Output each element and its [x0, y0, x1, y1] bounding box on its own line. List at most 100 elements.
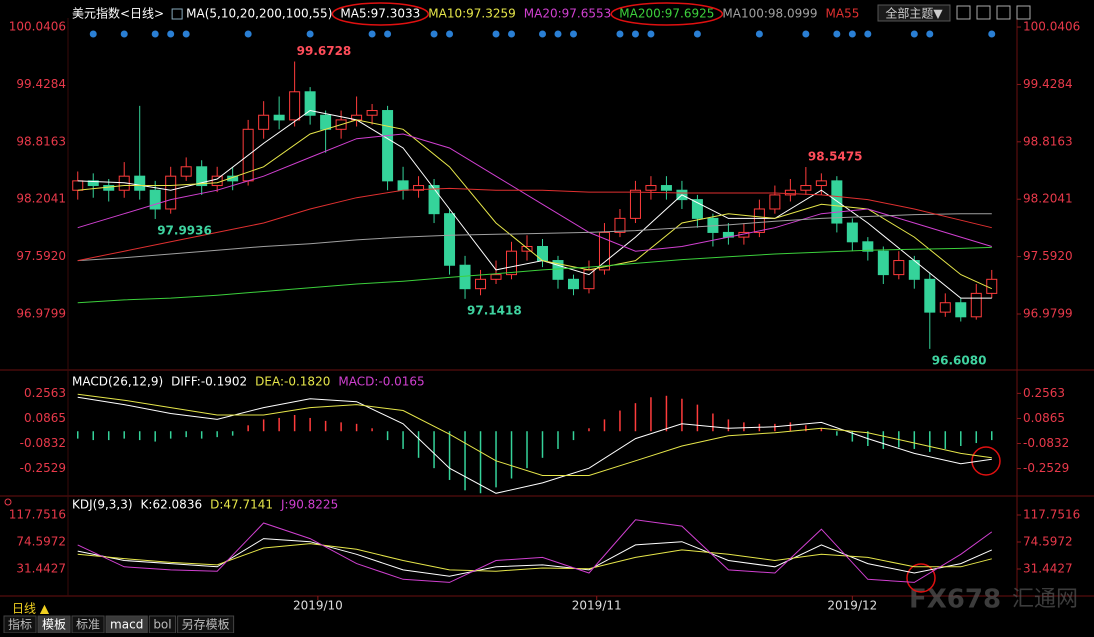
y-tick-label: 98.8163	[1023, 134, 1073, 148]
x-tick-label: 2019/12	[827, 599, 877, 613]
candle-body	[753, 208, 765, 233]
candle-body	[165, 175, 177, 210]
candle-body	[72, 180, 84, 191]
toolbar-icon[interactable]	[956, 5, 971, 20]
tab-label[interactable]: 指标	[8, 617, 32, 632]
signal-marker	[306, 30, 314, 38]
toolbar-icon[interactable]	[1016, 5, 1031, 20]
candle-body	[320, 114, 332, 130]
legend-entry: MA100:98.0999	[722, 7, 817, 21]
signal-marker	[167, 30, 175, 38]
candle-body	[397, 180, 409, 191]
y-tick-label: 117.7516	[9, 507, 66, 521]
signal-marker	[182, 30, 190, 38]
legend-entry: MA5:97.3033	[340, 7, 420, 21]
tab-label[interactable]: 标准	[76, 618, 100, 632]
price-annotation: 96.6080	[932, 353, 987, 367]
y-tick-label: 99.4284	[16, 77, 66, 91]
candle-body	[846, 222, 858, 243]
candle-body	[862, 241, 874, 252]
watermark-site: 汇通网	[1012, 587, 1078, 612]
signal-marker	[833, 30, 841, 38]
tab-label[interactable]: bol	[153, 618, 171, 632]
x-tick-label: 2019/11	[572, 599, 622, 613]
signal-marker	[554, 30, 562, 38]
y-tick-label: 0.2563	[24, 386, 66, 400]
y-tick-label: -0.2529	[20, 461, 66, 475]
y-tick-label: 74.5972	[1023, 534, 1073, 548]
candle-body	[258, 114, 270, 130]
candle-body	[583, 269, 595, 290]
candle-body	[598, 231, 610, 271]
candle-body	[180, 166, 192, 177]
legend-entry: MA20:97.6553	[524, 7, 612, 21]
legend-entry: MACD:-0.0165	[338, 375, 424, 389]
legend-entry: MA55	[826, 7, 860, 21]
price-annotation: 99.6728	[297, 44, 352, 58]
tab-label[interactable]: 另存模板	[182, 618, 230, 632]
candle-body	[366, 110, 378, 116]
signal-marker	[151, 30, 159, 38]
signal-marker	[802, 30, 810, 38]
theme-button[interactable]	[877, 4, 951, 22]
signal-marker	[910, 30, 918, 38]
signal-marker	[631, 30, 639, 38]
candle-body	[521, 245, 533, 252]
theme-button-label[interactable]: 全部主题▼	[885, 6, 943, 21]
signal-marker	[508, 30, 516, 38]
candle-body	[444, 213, 456, 266]
candle-body	[691, 199, 703, 219]
panel-title: 美元指数<日线>	[72, 6, 164, 21]
candle-body	[970, 292, 982, 318]
indicator-line	[77, 213, 992, 262]
panel-title: KDJ(9,3,3)	[72, 498, 133, 512]
y-tick-label: 117.7516	[1023, 507, 1080, 521]
signal-marker	[647, 30, 655, 38]
signal-marker	[755, 30, 763, 38]
signal-marker	[446, 30, 454, 38]
y-tick-label: 0.0865	[1023, 411, 1065, 425]
candle-body	[893, 260, 905, 276]
tab-label[interactable]: 模板	[42, 618, 66, 632]
signal-marker	[848, 30, 856, 38]
candle-body	[506, 250, 518, 276]
signal-marker	[244, 30, 252, 38]
candle-body	[211, 175, 223, 187]
candle-body	[428, 185, 440, 215]
signal-marker	[569, 30, 577, 38]
candle-body	[815, 180, 827, 187]
signal-marker	[368, 30, 376, 38]
signal-marker	[120, 30, 128, 38]
legend-entry: D:47.7141	[210, 498, 273, 512]
legend-entry: DEA:-0.1820	[255, 375, 330, 389]
y-tick-label: 99.4284	[1023, 77, 1073, 91]
y-tick-label: 97.5920	[16, 249, 66, 263]
y-tick-label: 98.8163	[16, 134, 66, 148]
y-tick-label: 96.9799	[16, 307, 66, 321]
y-tick-label: 0.0865	[24, 411, 66, 425]
y-tick-label: -0.2529	[1023, 461, 1069, 475]
toolbar-icon[interactable]	[996, 5, 1011, 20]
candle-body	[537, 245, 548, 262]
candle-body	[289, 91, 301, 121]
y-tick-label: 97.5920	[1023, 249, 1073, 263]
period-selector[interactable]: 日线 ▲	[12, 602, 50, 616]
panel-title: MACD(26,12,9)	[72, 375, 163, 389]
legend-entry: J:90.8225	[280, 498, 338, 512]
tab-label[interactable]: macd	[110, 618, 143, 632]
price-annotation: 97.9936	[157, 223, 212, 237]
candle-body	[769, 194, 781, 210]
title-icon	[171, 8, 183, 20]
candle-body	[986, 278, 998, 294]
indicator-line	[77, 543, 992, 572]
legend-entry: K:62.0836	[141, 498, 203, 512]
candle-body	[800, 185, 812, 191]
candle-body	[227, 175, 239, 182]
candle-body	[87, 180, 99, 187]
signal-marker	[926, 30, 934, 38]
candle-body	[490, 274, 502, 280]
y-tick-label: 98.2041	[1023, 192, 1073, 206]
toolbar-icon[interactable]	[976, 5, 991, 20]
price-annotation: 97.1418	[467, 303, 522, 317]
